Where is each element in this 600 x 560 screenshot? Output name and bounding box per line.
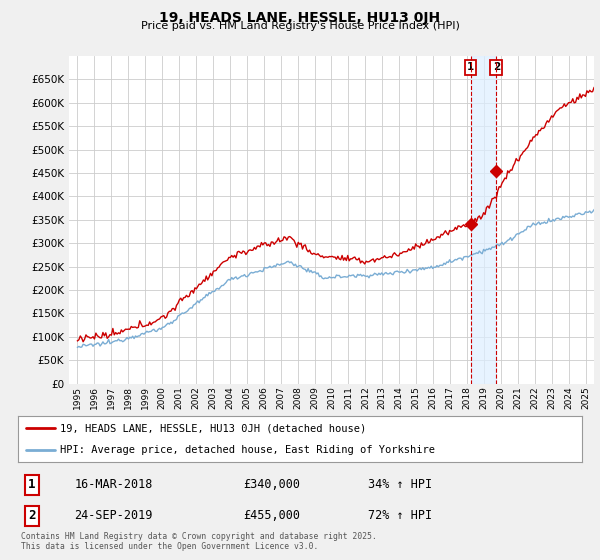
Text: 72% ↑ HPI: 72% ↑ HPI: [368, 509, 432, 522]
Text: 19, HEADS LANE, HESSLE, HU13 0JH: 19, HEADS LANE, HESSLE, HU13 0JH: [160, 11, 440, 25]
Text: 19, HEADS LANE, HESSLE, HU13 0JH (detached house): 19, HEADS LANE, HESSLE, HU13 0JH (detach…: [60, 423, 367, 433]
Text: 34% ↑ HPI: 34% ↑ HPI: [368, 478, 432, 492]
Text: Price paid vs. HM Land Registry's House Price Index (HPI): Price paid vs. HM Land Registry's House …: [140, 21, 460, 31]
Text: 1: 1: [467, 63, 474, 72]
Text: HPI: Average price, detached house, East Riding of Yorkshire: HPI: Average price, detached house, East…: [60, 445, 436, 455]
Text: 24-SEP-2019: 24-SEP-2019: [74, 509, 153, 522]
Text: £340,000: £340,000: [244, 478, 301, 492]
Text: 1: 1: [28, 478, 36, 492]
Text: 16-MAR-2018: 16-MAR-2018: [74, 478, 153, 492]
Bar: [470, 56, 496, 384]
Text: 2: 2: [493, 63, 500, 72]
Text: £455,000: £455,000: [244, 509, 301, 522]
Text: 2: 2: [28, 509, 36, 522]
Text: Contains HM Land Registry data © Crown copyright and database right 2025.
This d: Contains HM Land Registry data © Crown c…: [21, 532, 377, 552]
